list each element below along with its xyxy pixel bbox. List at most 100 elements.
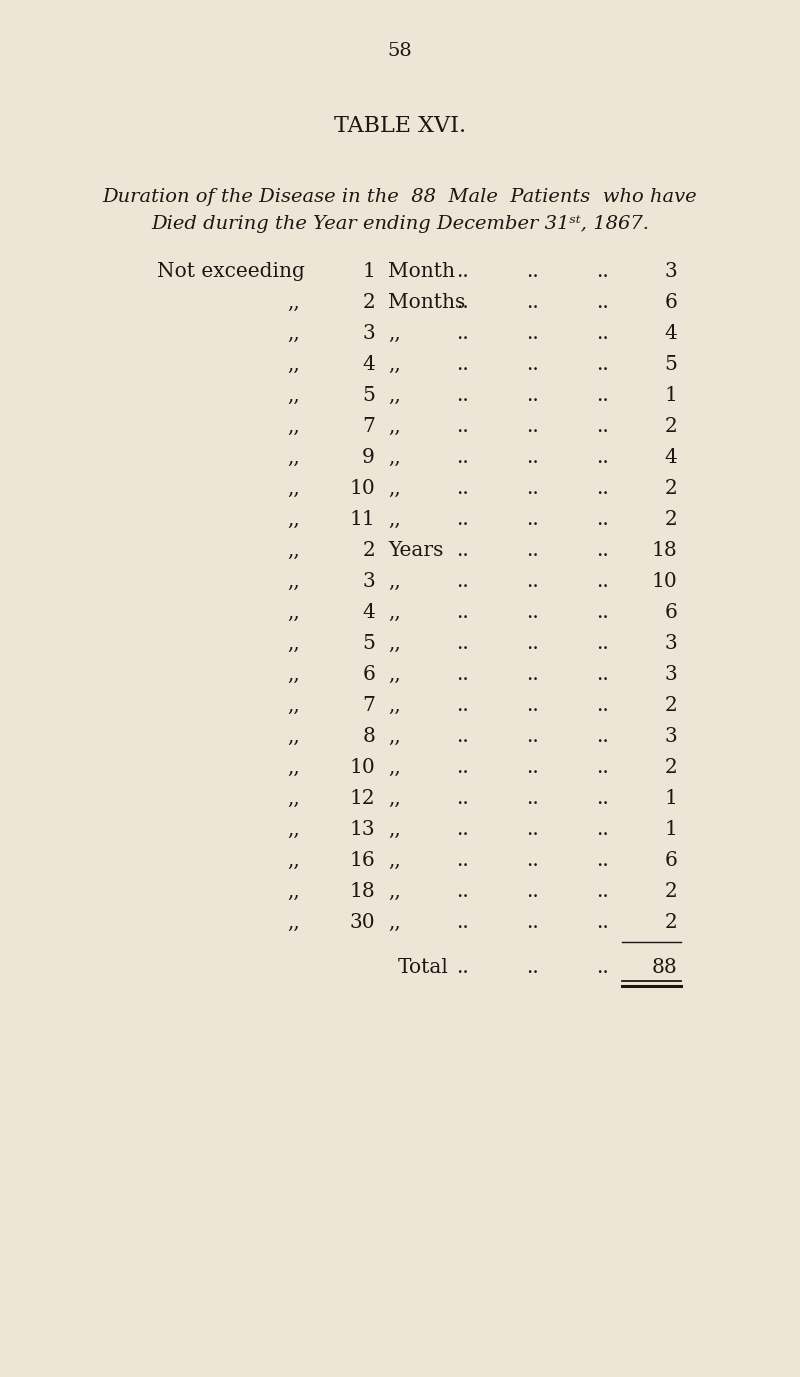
Text: ..: .. bbox=[526, 757, 538, 777]
Text: ..: .. bbox=[596, 417, 608, 437]
Text: ..: .. bbox=[456, 665, 468, 684]
Text: ,,: ,, bbox=[388, 324, 401, 343]
Text: ,,: ,, bbox=[287, 819, 300, 839]
Text: ..: .. bbox=[456, 293, 468, 313]
Text: ..: .. bbox=[596, 386, 608, 405]
Text: ..: .. bbox=[456, 695, 468, 715]
Text: ..: .. bbox=[596, 883, 608, 901]
Text: ,,: ,, bbox=[388, 479, 401, 498]
Text: ..: .. bbox=[596, 448, 608, 467]
Text: ,,: ,, bbox=[287, 727, 300, 746]
Text: ..: .. bbox=[526, 262, 538, 281]
Text: 2: 2 bbox=[664, 509, 677, 529]
Text: ..: .. bbox=[596, 819, 608, 839]
Text: Total: Total bbox=[398, 958, 449, 976]
Text: ..: .. bbox=[456, 386, 468, 405]
Text: Not exceeding: Not exceeding bbox=[157, 262, 305, 281]
Text: 5: 5 bbox=[664, 355, 677, 375]
Text: ..: .. bbox=[526, 509, 538, 529]
Text: ..: .. bbox=[456, 324, 468, 343]
Text: ,,: ,, bbox=[287, 695, 300, 715]
Text: 7: 7 bbox=[362, 695, 375, 715]
Text: ,,: ,, bbox=[388, 913, 401, 932]
Text: 5: 5 bbox=[362, 633, 375, 653]
Text: 18: 18 bbox=[350, 883, 375, 901]
Text: ..: .. bbox=[456, 757, 468, 777]
Text: ..: .. bbox=[456, 727, 468, 746]
Text: 3: 3 bbox=[362, 324, 375, 343]
Text: ..: .. bbox=[526, 541, 538, 560]
Text: ..: .. bbox=[526, 851, 538, 870]
Text: ,,: ,, bbox=[287, 324, 300, 343]
Text: ..: .. bbox=[596, 324, 608, 343]
Text: 4: 4 bbox=[664, 324, 677, 343]
Text: ,,: ,, bbox=[287, 293, 300, 313]
Text: ..: .. bbox=[596, 727, 608, 746]
Text: ..: .. bbox=[456, 417, 468, 437]
Text: ..: .. bbox=[456, 509, 468, 529]
Text: ..: .. bbox=[456, 479, 468, 498]
Text: ..: .. bbox=[596, 262, 608, 281]
Text: Years: Years bbox=[388, 541, 443, 560]
Text: ..: .. bbox=[596, 541, 608, 560]
Text: ..: .. bbox=[596, 665, 608, 684]
Text: ,,: ,, bbox=[388, 448, 401, 467]
Text: Month: Month bbox=[388, 262, 455, 281]
Text: 1: 1 bbox=[664, 386, 677, 405]
Text: ,,: ,, bbox=[388, 757, 401, 777]
Text: ..: .. bbox=[526, 355, 538, 375]
Text: ,,: ,, bbox=[287, 541, 300, 560]
Text: ,,: ,, bbox=[287, 355, 300, 375]
Text: ..: .. bbox=[596, 355, 608, 375]
Text: 2: 2 bbox=[362, 541, 375, 560]
Text: 2: 2 bbox=[664, 883, 677, 901]
Text: ..: .. bbox=[596, 571, 608, 591]
Text: 8: 8 bbox=[362, 727, 375, 746]
Text: 12: 12 bbox=[350, 789, 375, 808]
Text: 6: 6 bbox=[664, 851, 677, 870]
Text: 18: 18 bbox=[651, 541, 677, 560]
Text: ,,: ,, bbox=[287, 386, 300, 405]
Text: 6: 6 bbox=[664, 293, 677, 313]
Text: ..: .. bbox=[596, 913, 608, 932]
Text: 3: 3 bbox=[664, 262, 677, 281]
Text: ,,: ,, bbox=[388, 851, 401, 870]
Text: ,,: ,, bbox=[388, 509, 401, 529]
Text: ..: .. bbox=[596, 757, 608, 777]
Text: Months: Months bbox=[388, 293, 466, 313]
Text: ..: .. bbox=[596, 695, 608, 715]
Text: ,,: ,, bbox=[287, 789, 300, 808]
Text: ,,: ,, bbox=[388, 883, 401, 901]
Text: 9: 9 bbox=[362, 448, 375, 467]
Text: ,,: ,, bbox=[287, 571, 300, 591]
Text: ..: .. bbox=[526, 448, 538, 467]
Text: 6: 6 bbox=[664, 603, 677, 622]
Text: 2: 2 bbox=[664, 695, 677, 715]
Text: ,,: ,, bbox=[388, 727, 401, 746]
Text: ,,: ,, bbox=[388, 571, 401, 591]
Text: ,,: ,, bbox=[287, 633, 300, 653]
Text: ,,: ,, bbox=[287, 757, 300, 777]
Text: ..: .. bbox=[526, 913, 538, 932]
Text: 3: 3 bbox=[362, 571, 375, 591]
Text: ..: .. bbox=[526, 293, 538, 313]
Text: 1: 1 bbox=[362, 262, 375, 281]
Text: 6: 6 bbox=[362, 665, 375, 684]
Text: ..: .. bbox=[596, 293, 608, 313]
Text: 10: 10 bbox=[651, 571, 677, 591]
Text: ..: .. bbox=[596, 633, 608, 653]
Text: ..: .. bbox=[456, 541, 468, 560]
Text: Died during the Year ending December 31ˢᵗ, 1867.: Died during the Year ending December 31ˢ… bbox=[151, 215, 649, 233]
Text: ..: .. bbox=[526, 603, 538, 622]
Text: ..: .. bbox=[596, 479, 608, 498]
Text: 2: 2 bbox=[664, 757, 677, 777]
Text: ,,: ,, bbox=[287, 851, 300, 870]
Text: ..: .. bbox=[596, 851, 608, 870]
Text: ,,: ,, bbox=[388, 789, 401, 808]
Text: 3: 3 bbox=[664, 727, 677, 746]
Text: ,,: ,, bbox=[287, 448, 300, 467]
Text: 4: 4 bbox=[362, 355, 375, 375]
Text: ..: .. bbox=[526, 665, 538, 684]
Text: ..: .. bbox=[456, 958, 468, 976]
Text: 10: 10 bbox=[350, 757, 375, 777]
